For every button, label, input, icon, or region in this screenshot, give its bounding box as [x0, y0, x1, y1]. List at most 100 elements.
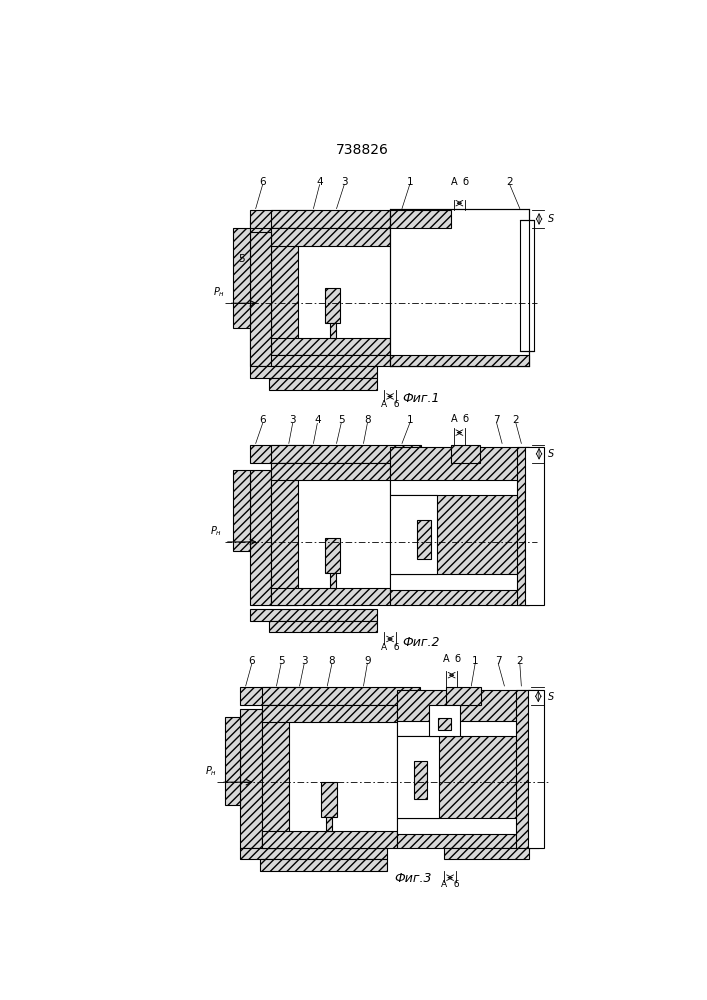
Bar	[329, 573, 336, 588]
Bar	[326, 817, 332, 831]
Bar	[390, 209, 529, 366]
Text: A: A	[443, 654, 449, 664]
Bar	[397, 690, 539, 848]
Text: 9: 9	[364, 656, 370, 666]
Text: A: A	[451, 414, 457, 424]
Bar	[240, 709, 262, 848]
Text: 3: 3	[289, 415, 296, 425]
Text: б: б	[455, 654, 460, 664]
Bar	[271, 445, 421, 463]
Bar	[446, 687, 481, 705]
Text: 6: 6	[259, 177, 266, 187]
Bar	[525, 447, 544, 605]
Text: б: б	[393, 400, 399, 409]
Text: 7: 7	[493, 415, 500, 425]
Text: 1: 1	[407, 177, 413, 187]
Bar	[527, 734, 537, 834]
Text: 7: 7	[495, 656, 501, 666]
Bar	[271, 210, 402, 228]
Bar	[262, 705, 397, 722]
Text: б: б	[453, 880, 459, 889]
Bar	[325, 288, 340, 323]
Text: б: б	[463, 414, 469, 424]
Bar	[269, 378, 377, 389]
Text: 3: 3	[341, 177, 348, 187]
Text: $P_н$: $P_н$	[214, 285, 226, 299]
Text: S: S	[547, 692, 554, 702]
Bar	[397, 818, 532, 834]
Bar	[225, 717, 240, 805]
Bar	[250, 445, 315, 463]
Text: 4: 4	[314, 415, 320, 425]
Text: S: S	[547, 449, 554, 459]
Text: 5: 5	[278, 656, 284, 666]
Text: 6: 6	[259, 415, 266, 425]
Bar	[262, 831, 397, 848]
Bar	[397, 721, 532, 736]
Text: $P_н$: $P_н$	[210, 524, 222, 538]
Bar	[271, 463, 298, 605]
Bar	[240, 687, 302, 705]
Text: $P_н$: $P_н$	[205, 765, 217, 778]
Text: A: A	[451, 177, 457, 187]
Bar	[250, 609, 377, 620]
Bar	[516, 690, 530, 848]
Bar	[450, 210, 480, 228]
Bar	[525, 490, 534, 590]
Text: 5: 5	[338, 415, 344, 425]
Bar	[444, 848, 529, 859]
Bar	[250, 210, 315, 228]
Bar	[414, 761, 428, 799]
Text: 2: 2	[513, 415, 519, 425]
Bar	[262, 705, 288, 848]
Text: A: A	[381, 643, 387, 652]
Bar	[325, 538, 340, 573]
Bar	[250, 232, 271, 366]
Text: Фиг.2: Фиг.2	[402, 636, 440, 649]
Bar	[390, 355, 529, 366]
Text: 1: 1	[472, 656, 479, 666]
Bar	[233, 470, 250, 551]
Bar	[271, 228, 390, 246]
Text: A: A	[381, 400, 387, 409]
Bar	[321, 782, 337, 817]
Bar	[417, 520, 431, 559]
Text: Фиг.1: Фиг.1	[402, 392, 440, 405]
Text: б: б	[463, 177, 469, 187]
Bar	[262, 687, 420, 705]
Bar	[271, 463, 390, 480]
Text: 6: 6	[249, 656, 255, 666]
Text: б: б	[393, 643, 399, 652]
Bar	[450, 445, 480, 463]
Bar	[271, 228, 298, 355]
Bar	[390, 495, 437, 574]
Bar	[250, 220, 271, 355]
Text: 5: 5	[238, 254, 245, 264]
Bar	[429, 705, 460, 736]
Bar	[527, 690, 544, 848]
Bar	[518, 447, 529, 605]
Text: 738826: 738826	[336, 143, 388, 157]
Text: 2: 2	[506, 177, 513, 187]
Bar	[390, 480, 525, 495]
Bar	[390, 447, 529, 605]
Bar	[390, 210, 450, 228]
Bar	[329, 323, 336, 338]
Bar	[259, 859, 387, 871]
Bar	[240, 848, 387, 859]
Bar	[438, 718, 450, 730]
Text: 1: 1	[407, 415, 413, 425]
Text: 3: 3	[301, 656, 308, 666]
Text: Фиг.3: Фиг.3	[395, 872, 432, 885]
Text: 4: 4	[316, 177, 323, 187]
Bar	[397, 736, 439, 818]
Bar	[271, 588, 390, 605]
Bar	[250, 470, 271, 605]
Bar	[233, 228, 250, 328]
Text: 2: 2	[517, 656, 523, 666]
Text: S: S	[547, 214, 554, 224]
Bar	[271, 338, 390, 355]
Bar	[520, 220, 534, 351]
Bar	[269, 620, 377, 632]
Bar	[250, 366, 377, 378]
